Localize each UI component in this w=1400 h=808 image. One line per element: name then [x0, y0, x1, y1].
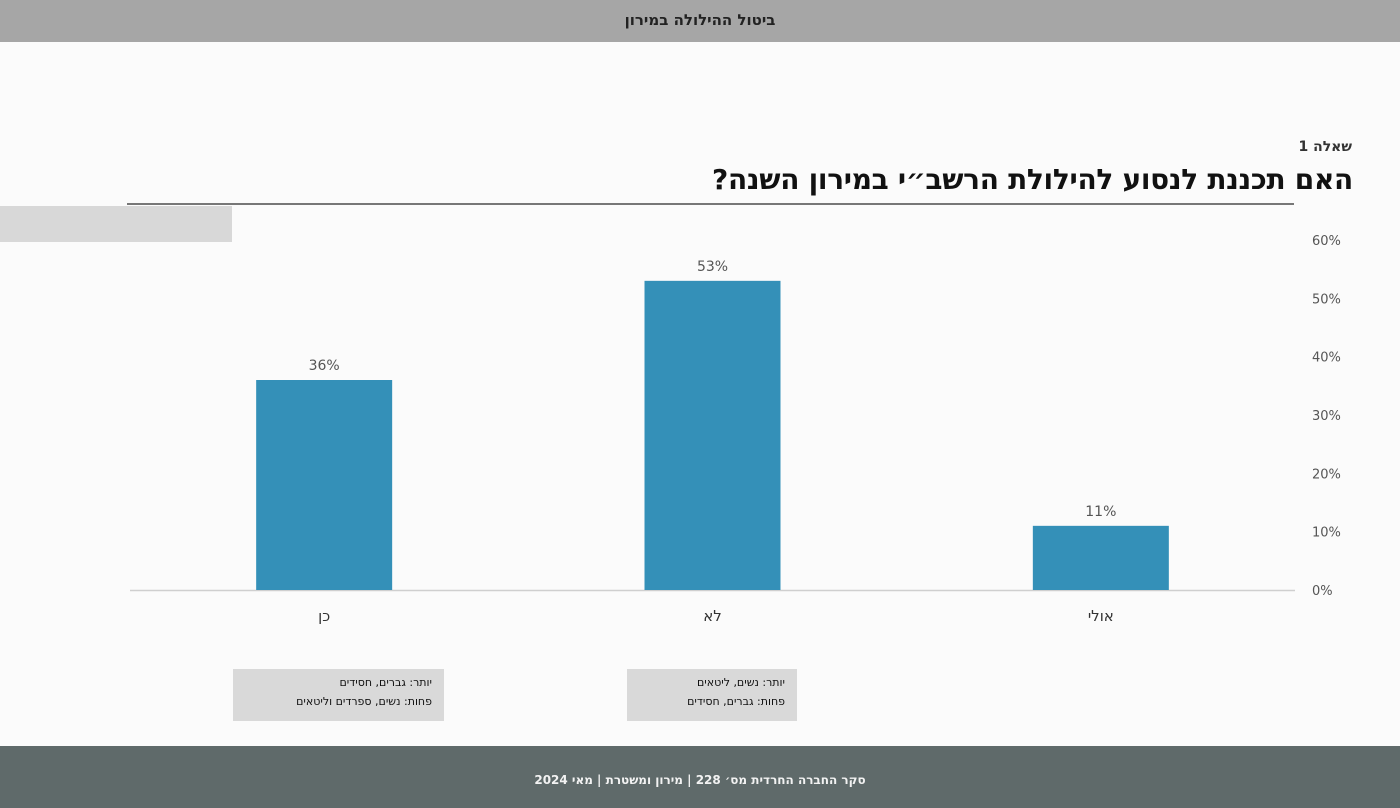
- footer-bar: סקר החברה החרדית מס׳ 228 | מירון ומשטרת …: [0, 746, 1400, 808]
- y-tick-label: 0%: [1312, 584, 1333, 599]
- note-more: יותר: נשים, ליטאים: [696, 676, 785, 689]
- bar-1: [644, 280, 781, 590]
- category-label: כן: [318, 607, 330, 625]
- category-label: אולי: [1088, 607, 1114, 625]
- y-tick-label: 50%: [1312, 292, 1341, 307]
- note-box-no: יותר: נשים, ליטאים פחות: גברים, חסידים: [627, 669, 797, 721]
- note-box-yes: יותר: גברים, חסידים פחות: נשים, ספרדים ו…: [233, 669, 444, 721]
- header-title: ביטול ההילולה במירון: [624, 11, 776, 29]
- data-label: 36%: [309, 358, 340, 374]
- header-bar: ביטול ההילולה במירון: [0, 0, 1400, 42]
- question-number: שאלה 1: [1298, 139, 1352, 155]
- data-label: 53%: [697, 259, 728, 275]
- note-less: פחות: גברים, חסידים: [687, 695, 785, 708]
- question-title: האם תכננת לנסוע להילולת הרשב״י במירון הש…: [712, 163, 1353, 196]
- note-less: פחות: נשים, ספרדים וליטאים: [296, 695, 432, 708]
- footer-text: סקר החברה החרדית מס׳ 228 | מירון ומשטרת …: [534, 773, 866, 787]
- title-underline: [127, 203, 1294, 205]
- bar-2: [1032, 525, 1169, 590]
- y-tick-label: 10%: [1312, 526, 1341, 541]
- note-more: יותר: גברים, חסידים: [339, 676, 432, 689]
- y-tick-label: 30%: [1312, 409, 1341, 424]
- data-label: 11%: [1085, 504, 1116, 520]
- bar-0: [256, 380, 393, 590]
- side-tab: [0, 206, 232, 242]
- y-tick-label: 60%: [1312, 234, 1341, 249]
- y-tick-label: 20%: [1312, 467, 1341, 482]
- category-label: לא: [703, 607, 722, 625]
- y-tick-label: 40%: [1312, 351, 1341, 366]
